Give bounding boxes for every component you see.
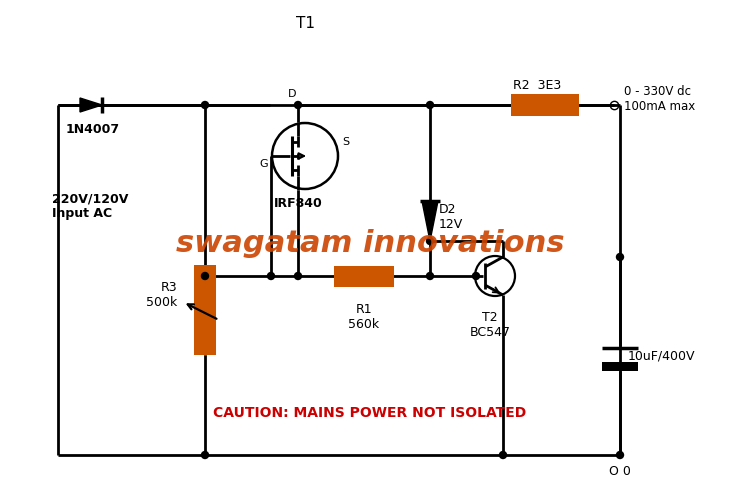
Text: 10uF/400V: 10uF/400V — [628, 350, 696, 363]
Circle shape — [617, 451, 623, 458]
Bar — [334, 265, 394, 287]
Text: IRF840: IRF840 — [274, 197, 323, 210]
Circle shape — [295, 272, 301, 280]
Text: R3
500k: R3 500k — [146, 281, 177, 309]
Text: R2  3E3: R2 3E3 — [513, 79, 561, 92]
Circle shape — [426, 238, 434, 245]
Text: R1
560k: R1 560k — [348, 303, 379, 331]
Circle shape — [472, 272, 479, 280]
Text: T2
BC547: T2 BC547 — [469, 311, 510, 339]
Circle shape — [268, 272, 275, 280]
Circle shape — [295, 102, 301, 109]
Circle shape — [426, 102, 434, 109]
Text: T1: T1 — [295, 16, 315, 31]
Text: swagatam innovations: swagatam innovations — [176, 230, 564, 258]
Text: D2
12V: D2 12V — [439, 203, 464, 231]
Text: 220V/120V
Input AC: 220V/120V Input AC — [52, 192, 129, 220]
Circle shape — [202, 451, 208, 458]
Circle shape — [426, 272, 434, 280]
Text: 0 - 330V dc
100mA max: 0 - 330V dc 100mA max — [624, 85, 695, 113]
Text: D: D — [287, 89, 296, 99]
Circle shape — [499, 451, 507, 458]
Circle shape — [617, 253, 623, 260]
Text: S: S — [342, 137, 349, 147]
Polygon shape — [422, 201, 438, 241]
Text: O 0: O 0 — [609, 465, 631, 478]
Bar — [511, 94, 579, 116]
Text: 1N4007: 1N4007 — [66, 123, 120, 136]
Text: G: G — [260, 159, 268, 169]
Circle shape — [202, 102, 208, 109]
Text: CAUTION: MAINS POWER NOT ISOLATED: CAUTION: MAINS POWER NOT ISOLATED — [214, 406, 527, 420]
Circle shape — [202, 272, 208, 280]
Bar — [602, 362, 638, 371]
Bar — [194, 265, 216, 355]
Polygon shape — [80, 98, 102, 112]
